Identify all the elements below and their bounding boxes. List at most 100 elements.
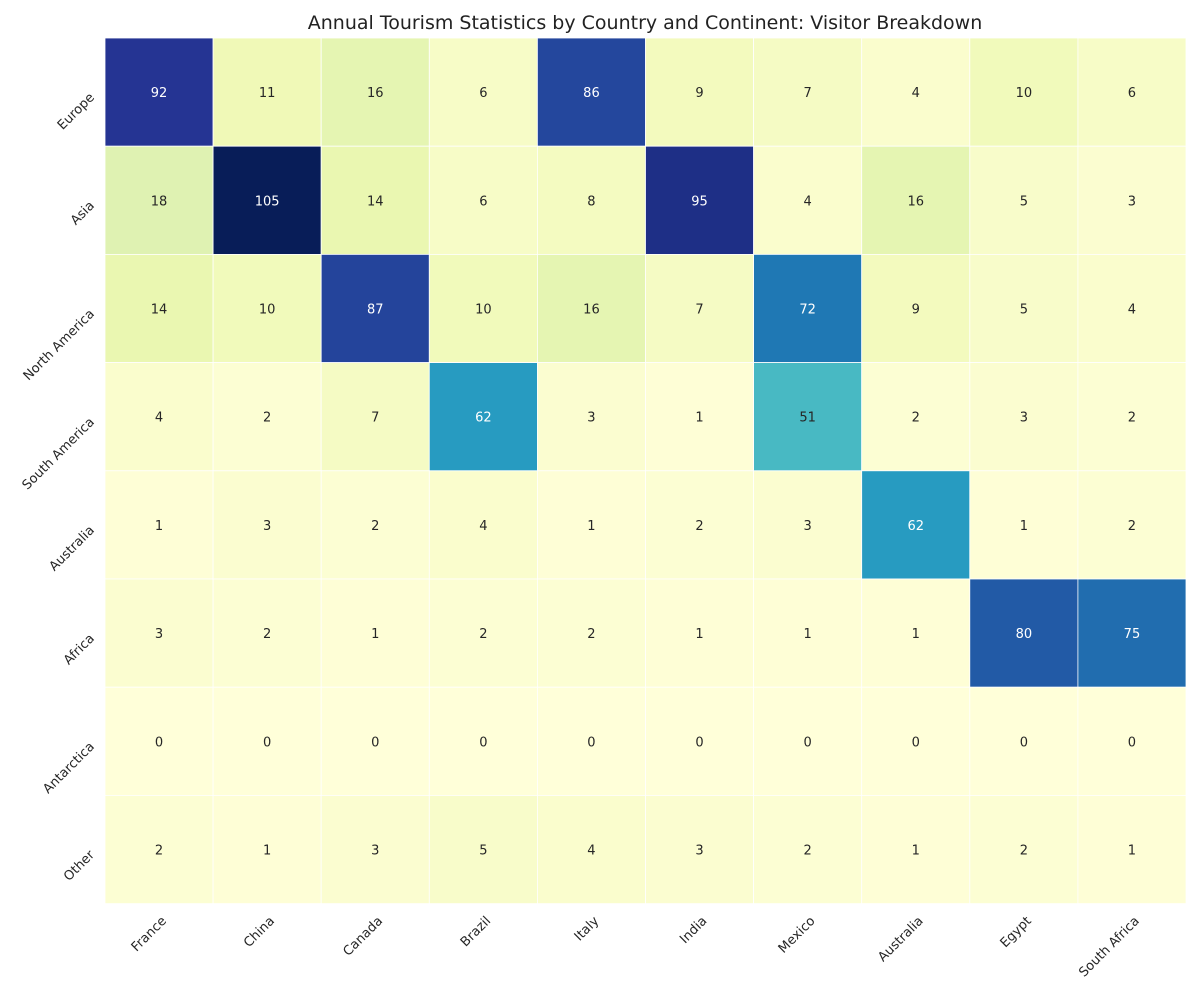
heatmap-cell bbox=[212, 470, 322, 580]
x-tick-label: India bbox=[677, 914, 710, 947]
heatmap-cell bbox=[753, 37, 863, 147]
cell-value-label: 3 bbox=[1020, 411, 1028, 426]
heatmap-cell bbox=[428, 470, 538, 580]
heatmap-cell bbox=[104, 578, 214, 688]
x-tick-label: Italy bbox=[572, 914, 603, 945]
cell-value-label: 95 bbox=[691, 194, 708, 209]
cell-value-label: 11 bbox=[259, 86, 276, 101]
cell-value-label: 0 bbox=[155, 735, 163, 750]
y-tick-label: Other bbox=[61, 847, 98, 884]
cell-value-label: 2 bbox=[1128, 519, 1136, 534]
heatmap-cell bbox=[104, 362, 214, 472]
heatmap-cell bbox=[537, 37, 646, 147]
cell-value-label: 4 bbox=[912, 86, 920, 101]
x-tick-label: Mexico bbox=[776, 914, 819, 957]
heatmap-cell bbox=[104, 795, 214, 905]
cell-value-label: 2 bbox=[155, 844, 163, 859]
heatmap-cell bbox=[428, 362, 538, 472]
cell-value-label: 0 bbox=[695, 735, 703, 750]
cell-value-label: 0 bbox=[479, 735, 487, 750]
cell-value-label: 10 bbox=[1016, 86, 1033, 101]
heatmap-cell bbox=[645, 37, 754, 147]
cell-value-label: 1 bbox=[155, 519, 163, 534]
cell-value-label: 72 bbox=[799, 303, 816, 318]
cell-value-label: 2 bbox=[263, 411, 271, 426]
cell-value-label: 51 bbox=[799, 411, 816, 426]
x-tick-label: Canada bbox=[340, 914, 386, 960]
heatmap-cell bbox=[320, 470, 430, 580]
cell-value-label: 1 bbox=[695, 627, 703, 642]
cell-value-label: 0 bbox=[1128, 735, 1136, 750]
y-tick-label: Europe bbox=[55, 90, 98, 133]
heatmap-cell bbox=[537, 795, 646, 905]
cell-value-label: 80 bbox=[1016, 627, 1033, 642]
cell-value-label: 10 bbox=[259, 303, 276, 318]
heatmap-cell bbox=[969, 686, 1079, 796]
heatmap-cell bbox=[212, 795, 322, 905]
heatmap-cell bbox=[861, 578, 971, 688]
heatmap-cell bbox=[969, 362, 1079, 472]
cell-value-label: 1 bbox=[371, 627, 379, 642]
cell-value-label: 7 bbox=[804, 86, 812, 101]
heatmap-cell bbox=[645, 470, 754, 580]
y-tick-label: Africa bbox=[61, 631, 98, 668]
cell-value-label: 1 bbox=[1128, 844, 1136, 859]
heatmap-cell bbox=[537, 686, 646, 796]
x-axis-tick-labels: France China Canada Brazil Italy India Mexico A… bbox=[129, 914, 1143, 981]
cell-value-label: 18 bbox=[151, 194, 168, 209]
x-tick-label: China bbox=[241, 914, 278, 951]
cell-value-label: 75 bbox=[1124, 627, 1141, 642]
cell-value-label: 2 bbox=[1020, 844, 1028, 859]
heatmap-cell bbox=[1077, 470, 1187, 580]
heatmap-cell bbox=[320, 686, 430, 796]
heatmap-cell bbox=[320, 795, 430, 905]
heatmap-cell bbox=[1077, 795, 1187, 905]
cell-value-label: 62 bbox=[475, 411, 492, 426]
cell-value-label: 4 bbox=[587, 844, 595, 859]
heatmap-cell bbox=[753, 362, 863, 472]
heatmap-cell bbox=[104, 470, 214, 580]
cell-value-label: 1 bbox=[263, 844, 271, 859]
heatmap-cell bbox=[1077, 578, 1187, 688]
y-tick-label: South America bbox=[20, 415, 98, 493]
heatmap-cell bbox=[753, 253, 863, 363]
cell-value-label: 6 bbox=[479, 194, 487, 209]
heatmap-cell bbox=[428, 253, 538, 363]
heatmap-cell bbox=[104, 145, 214, 255]
cell-value-label: 2 bbox=[479, 627, 487, 642]
heatmap-cell bbox=[537, 578, 646, 688]
heatmap-cell bbox=[428, 578, 538, 688]
heatmap-cell bbox=[861, 37, 971, 147]
cell-value-label: 3 bbox=[371, 844, 379, 859]
cell-value-label: 16 bbox=[907, 194, 924, 209]
x-tick-label: France bbox=[129, 914, 170, 955]
cell-value-label: 62 bbox=[907, 519, 924, 534]
cell-value-label: 87 bbox=[367, 303, 384, 318]
cell-value-label: 1 bbox=[587, 519, 595, 534]
cell-value-label: 5 bbox=[1020, 303, 1028, 318]
y-tick-label: Australia bbox=[47, 523, 98, 574]
heatmap-cell bbox=[537, 362, 646, 472]
heatmap-cell bbox=[1077, 145, 1187, 255]
cell-value-label: 3 bbox=[695, 844, 703, 859]
y-tick-label: Antarctica bbox=[40, 740, 97, 797]
heatmap-cell bbox=[645, 795, 754, 905]
heatmap-cell bbox=[320, 578, 430, 688]
heatmap-cell bbox=[861, 795, 971, 905]
cell-value-label: 1 bbox=[804, 627, 812, 642]
heatmap-cell bbox=[753, 686, 863, 796]
x-tick-label: South Africa bbox=[1076, 914, 1142, 980]
cell-value-label: 7 bbox=[371, 411, 379, 426]
cell-value-label: 1 bbox=[912, 627, 920, 642]
cell-value-label: 1 bbox=[912, 844, 920, 859]
heatmap-cell bbox=[645, 578, 754, 688]
cell-value-label: 4 bbox=[155, 411, 163, 426]
cell-value-label: 3 bbox=[263, 519, 271, 534]
cell-value-label: 2 bbox=[804, 844, 812, 859]
x-tick-label: Brazil bbox=[458, 914, 494, 950]
cell-value-label: 4 bbox=[804, 194, 812, 209]
y-tick-label: North America bbox=[21, 307, 98, 384]
heatmap-cell bbox=[1077, 362, 1187, 472]
cell-value-label: 2 bbox=[1128, 411, 1136, 426]
